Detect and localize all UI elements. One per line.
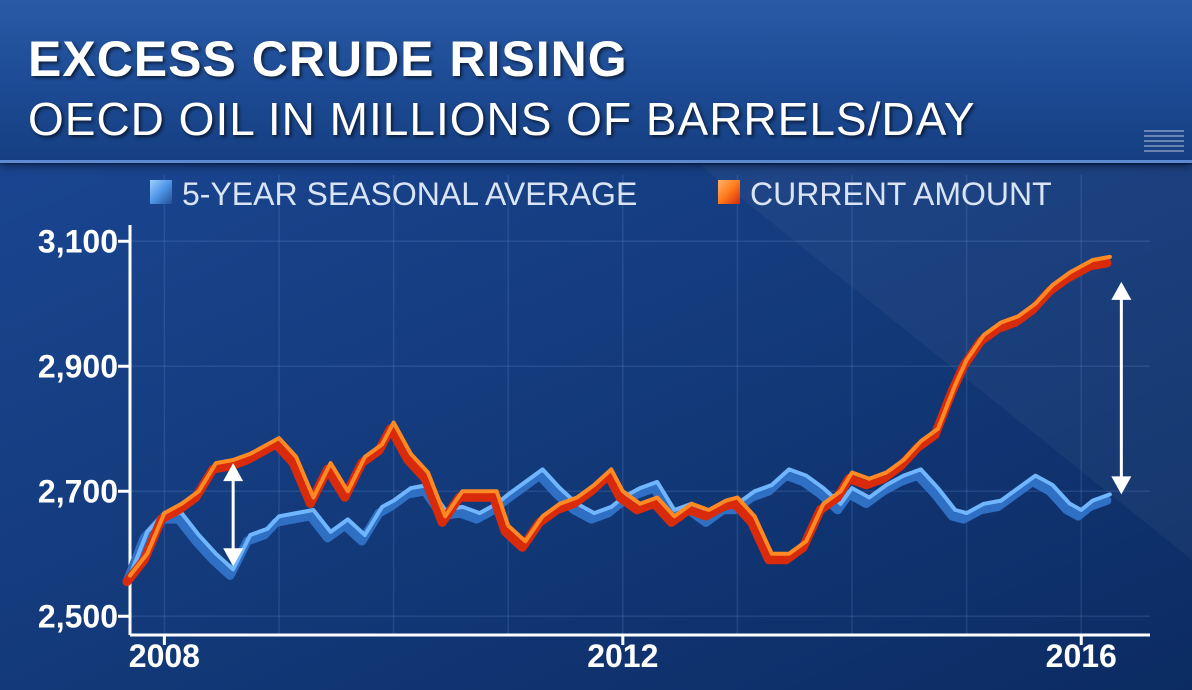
x-tick-label: 2016 [1046,638,1117,674]
arrow-head-up [223,463,244,482]
chart-title: EXCESS CRUDE RISING [28,31,628,87]
arrow-head-down [1111,476,1132,495]
current-amount-line [128,254,1112,578]
x-tick-label: 2008 [129,638,200,674]
grid-lines [130,175,1150,635]
legend: 5-YEAR SEASONAL AVERAGE CURRENT AMOUNT [150,176,1052,212]
series-lines [122,254,1112,587]
arrow-head-up [1111,281,1132,300]
y-tick-label: 2,700 [38,473,118,509]
tick-labels: 2,500 2,700 2,900 3,100 2008 2012 2016 [38,223,1117,674]
decorative-stripes [1144,130,1184,154]
y-tick-label: 2,500 [38,598,118,634]
y-tick-label: 2,900 [38,348,118,384]
legend-label: 5-YEAR SEASONAL AVERAGE [182,176,637,212]
chart-subtitle: OECD OIL IN MILLIONS OF BARRELS/DAY [28,93,976,145]
x-tick-label: 2012 [587,638,658,674]
legend-swatch [150,180,172,204]
title-bar: EXCESS CRUDE RISING OECD OIL IN MILLIONS… [0,0,1192,163]
legend-swatch [718,180,740,204]
arrow-head-down [223,548,244,567]
legend-label: CURRENT AMOUNT [750,176,1052,212]
seasonal-average-line-shadow [122,470,1112,587]
plot-area [0,165,1192,690]
y-tick-label: 3,100 [38,223,118,259]
background-sheen [700,165,1192,560]
annotation-arrows [223,281,1132,567]
